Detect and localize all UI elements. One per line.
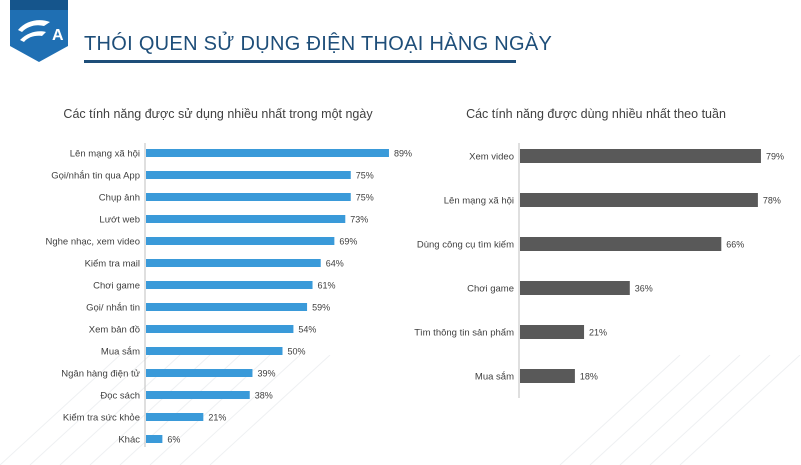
daily-category-label: Đọc sách	[100, 391, 140, 402]
page-title: THÓI QUEN SỬ DỤNG ĐIỆN THOẠI HÀNG NGÀY	[84, 33, 553, 55]
daily-category-label: Nghe nhạc, xem video	[45, 237, 140, 248]
weekly-bar	[520, 193, 758, 207]
daily-value-label: 89%	[394, 149, 412, 159]
daily-bar	[146, 303, 308, 311]
daily-category-label: Khác	[118, 435, 140, 446]
daily-value-label: 6%	[167, 435, 180, 445]
daily-chart-title: Các tính năng được sử dụng nhiều nhất tr…	[63, 107, 373, 121]
weekly-value-label: 36%	[635, 284, 653, 294]
daily-bar	[146, 171, 351, 179]
daily-category-label: Kiểm tra mail	[85, 259, 140, 270]
weekly-category-label: Xem video	[469, 152, 514, 163]
weekly-value-label: 21%	[589, 328, 607, 338]
weekly-chart-title: Các tính năng được dùng nhiều nhất theo …	[466, 107, 726, 121]
daily-value-label: 64%	[326, 259, 344, 269]
weekly-category-label: Mua sắm	[475, 372, 514, 383]
daily-bar	[146, 259, 321, 267]
weekly-bar	[520, 237, 722, 251]
weekly-category-label: Chơi game	[467, 284, 514, 295]
weekly-chart: Các tính năng được dùng nhiều nhất theo …	[414, 107, 784, 398]
daily-value-label: 73%	[350, 215, 368, 225]
daily-category-label: Mua sắm	[101, 347, 140, 358]
daily-value-label: 39%	[257, 369, 275, 379]
daily-value-label: 21%	[208, 413, 226, 423]
daily-bar	[146, 281, 313, 289]
daily-category-label: Kiểm tra sức khỏe	[63, 413, 140, 424]
daily-category-label: Gọi/ nhắn tin	[86, 303, 140, 314]
daily-value-label: 50%	[288, 347, 306, 357]
weekly-value-label: 66%	[726, 240, 744, 250]
daily-category-label: Gọi/nhắn tin qua App	[51, 171, 140, 182]
weekly-category-label: Tìm thông tin sản phẩm	[414, 328, 514, 339]
daily-bar	[146, 347, 283, 355]
daily-value-label: 75%	[356, 193, 374, 203]
weekly-bar	[520, 325, 585, 339]
daily-value-label: 59%	[312, 303, 330, 313]
daily-bar	[146, 193, 351, 201]
daily-bar	[146, 149, 389, 157]
daily-category-label: Chơi game	[93, 281, 140, 292]
weekly-category-label: Lên mạng xã hội	[444, 196, 514, 207]
daily-bar	[146, 237, 335, 245]
daily-value-label: 69%	[339, 237, 357, 247]
daily-bar	[146, 435, 163, 443]
background-decoration	[0, 355, 801, 465]
weekly-value-label: 78%	[763, 196, 781, 206]
daily-chart: Các tính năng được sử dụng nhiều nhất tr…	[45, 107, 412, 447]
daily-bar	[146, 391, 250, 399]
daily-category-label: Lên mạng xã hội	[70, 149, 140, 160]
logo-letter: A	[52, 27, 64, 44]
daily-category-label: Lướt web	[99, 215, 140, 226]
weekly-bar	[520, 281, 630, 295]
weekly-value-label: 79%	[766, 152, 784, 162]
daily-bar	[146, 325, 294, 333]
daily-bar	[146, 215, 346, 223]
daily-value-label: 54%	[298, 325, 316, 335]
daily-bar	[146, 413, 204, 421]
daily-value-label: 38%	[255, 391, 273, 401]
daily-category-label: Ngân hàng điện tử	[61, 369, 140, 380]
daily-value-label: 61%	[318, 281, 336, 291]
weekly-bar	[520, 149, 761, 163]
weekly-value-label: 18%	[580, 372, 598, 382]
daily-value-label: 75%	[356, 171, 374, 181]
weekly-bar	[520, 369, 575, 383]
daily-bar	[146, 369, 253, 377]
weekly-category-label: Dùng công cụ tìm kiếm	[417, 240, 514, 251]
brand-logo: A	[10, 0, 68, 62]
title-underline	[84, 60, 516, 63]
daily-category-label: Xem bản đồ	[89, 325, 140, 336]
daily-category-label: Chụp ảnh	[99, 193, 140, 204]
